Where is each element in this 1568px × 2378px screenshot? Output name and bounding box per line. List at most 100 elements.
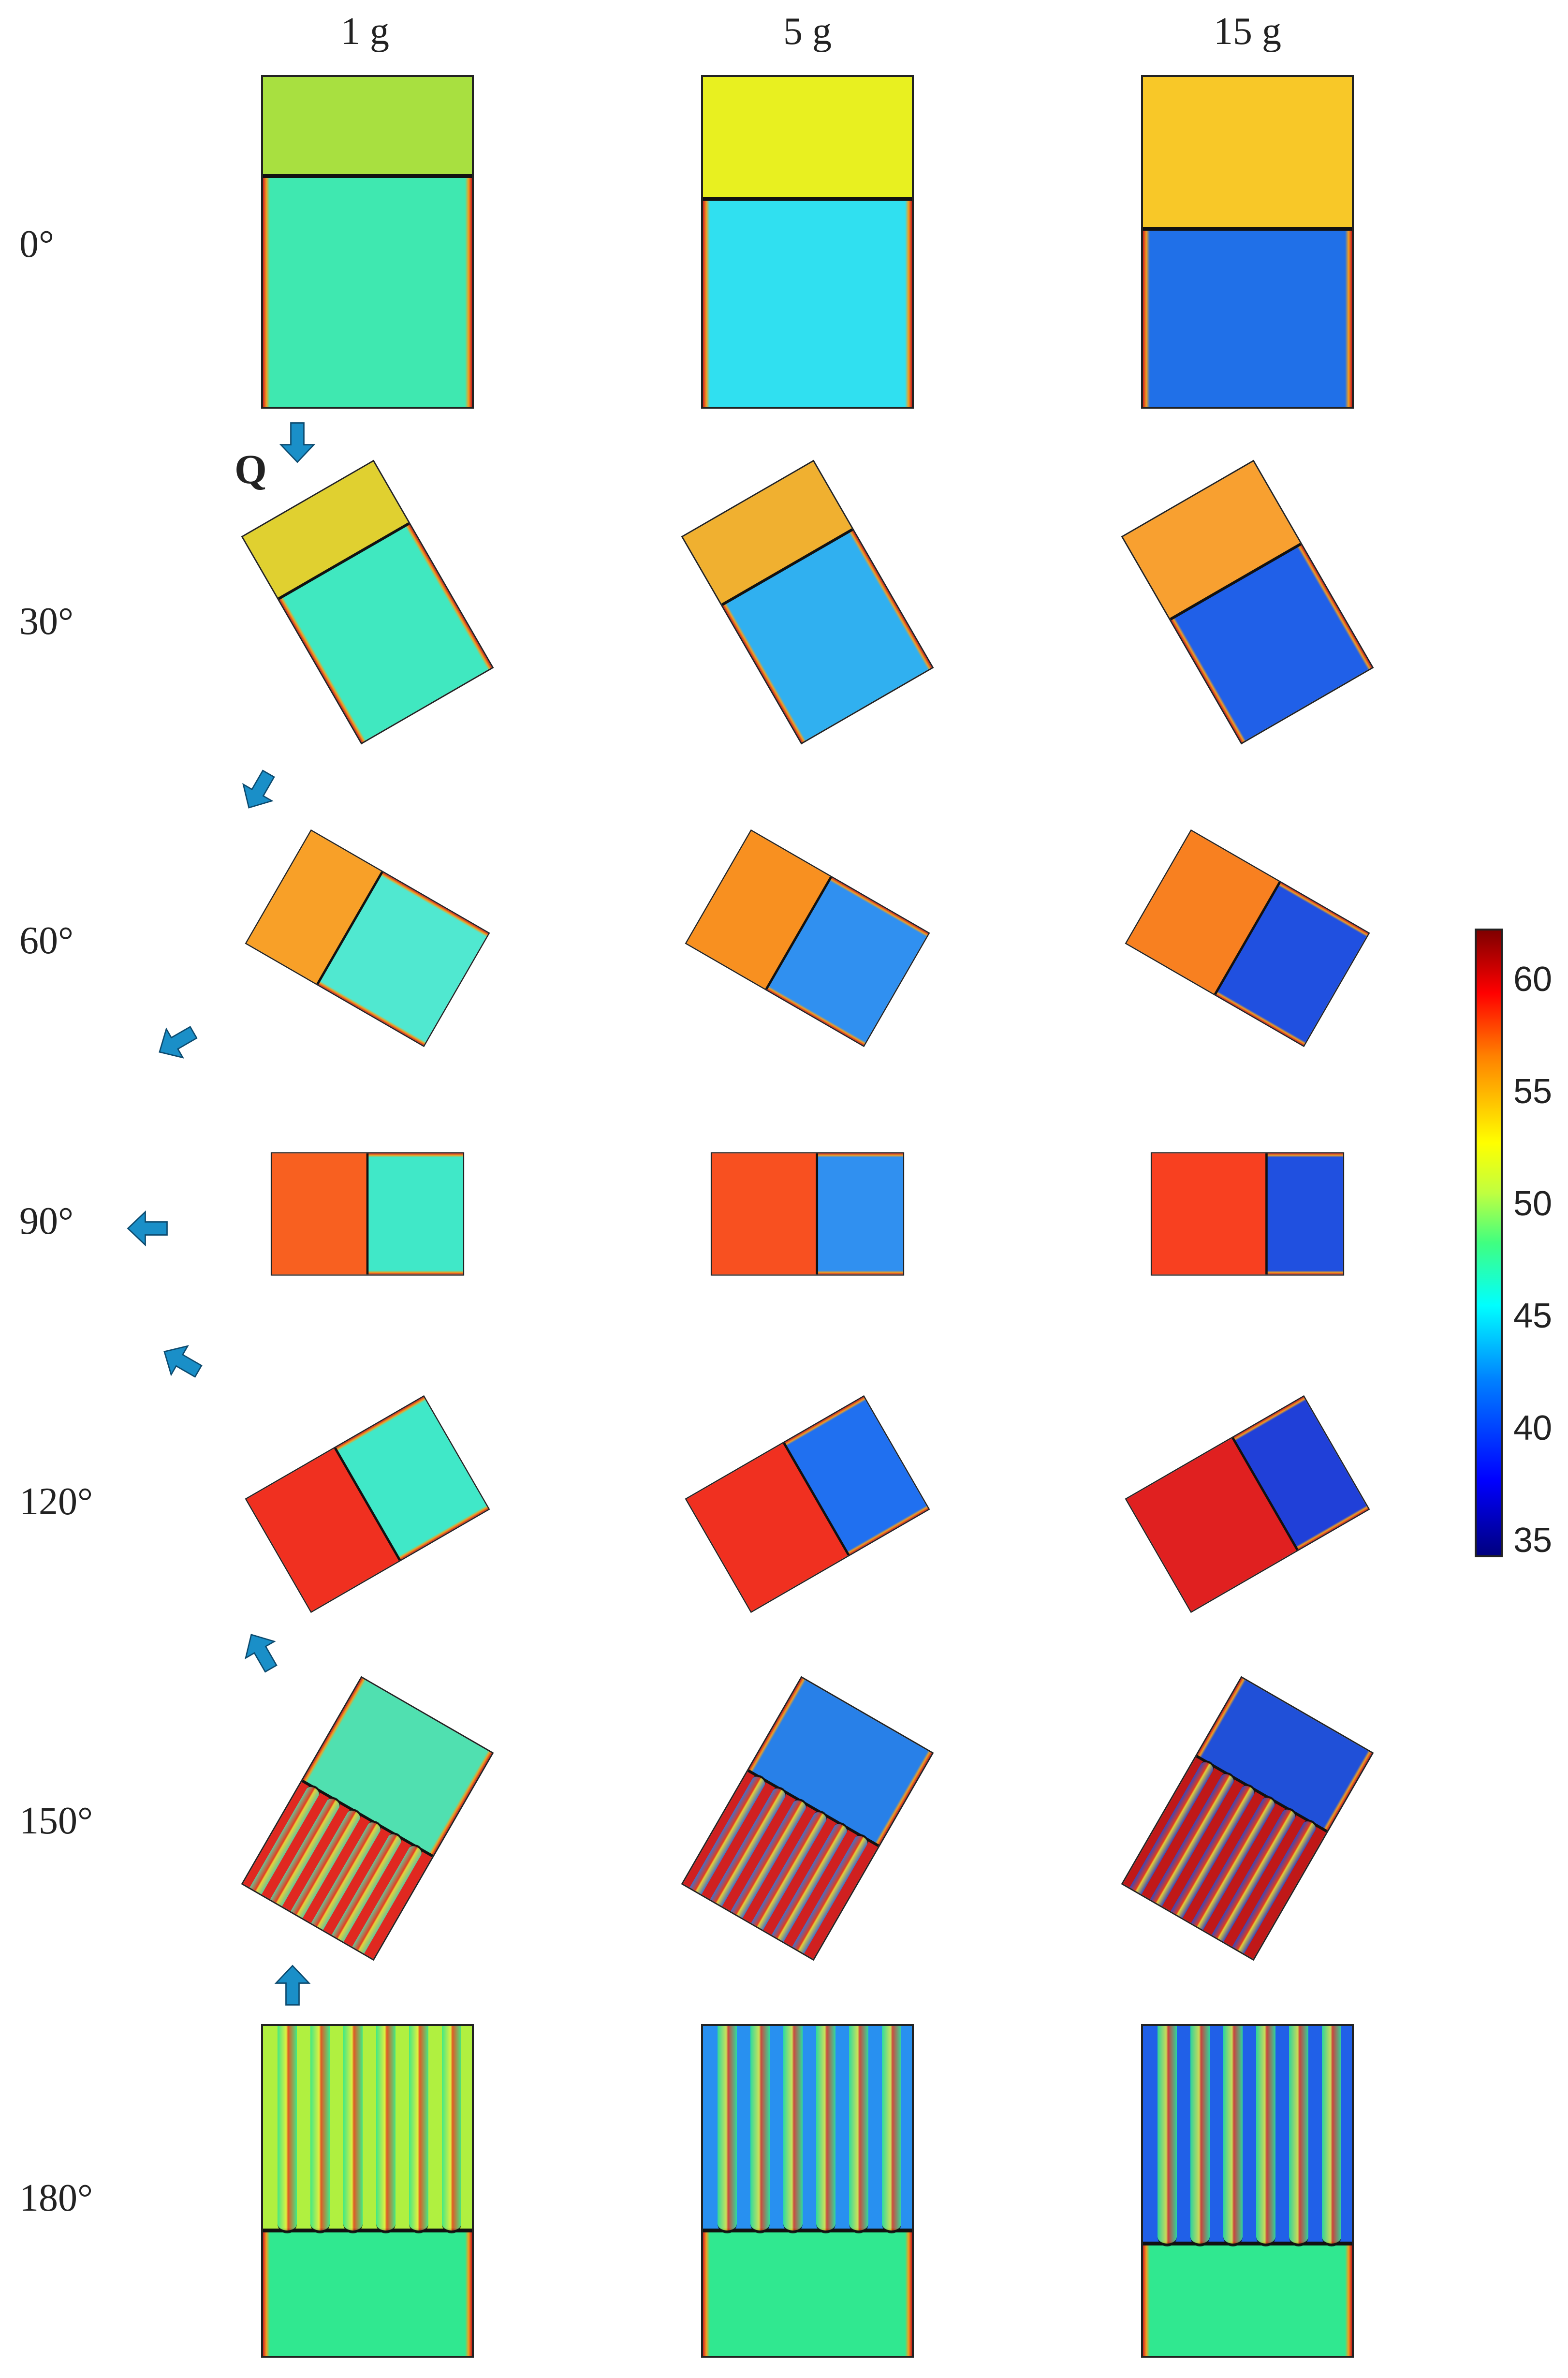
panel-180deg-15g <box>1141 2024 1354 2358</box>
colorbar-tick: 55 <box>1513 1072 1553 1111</box>
wall-strip <box>367 1153 463 1157</box>
colorbar-tick: 35 <box>1513 1521 1553 1560</box>
panel-120deg-15g <box>1125 1395 1370 1613</box>
interface-line <box>263 174 472 178</box>
panel-60deg-1g <box>245 829 490 1048</box>
temperature-field <box>241 1676 494 1961</box>
cold-region <box>703 199 912 407</box>
wall-strip <box>465 2230 472 2356</box>
temperature-field <box>261 75 474 409</box>
finger <box>278 2026 297 2233</box>
finger <box>442 2026 461 2233</box>
wall-strip <box>703 199 710 407</box>
row-label-180: 180° <box>19 2177 93 2219</box>
colorbar-tick: 40 <box>1513 1409 1553 1447</box>
panel-120deg-1g <box>245 1395 490 1613</box>
finger <box>1190 2026 1210 2247</box>
panel-90deg-5g <box>710 1152 905 1276</box>
hot-region <box>263 77 472 176</box>
column-label-15g: 15 g <box>1214 10 1281 53</box>
finger <box>310 2026 330 2233</box>
cold-region <box>263 176 472 407</box>
row-label-150: 150° <box>19 1800 93 1842</box>
finger <box>1223 2026 1243 2247</box>
wall-strip <box>905 2230 912 2356</box>
finger <box>1158 2026 1177 2247</box>
temperature-field <box>685 829 930 1048</box>
hot-region <box>703 77 912 199</box>
panel-180deg-1g <box>261 2024 474 2358</box>
wall-strip <box>263 2230 270 2356</box>
cold-region <box>263 2230 472 2356</box>
column-label-5g: 5 g <box>783 10 832 53</box>
cold-region <box>1143 2244 1352 2356</box>
row-label-60: 60° <box>19 919 73 962</box>
panel-60deg-5g <box>685 829 930 1048</box>
column-label-1g: 1 g <box>341 10 389 53</box>
wall-strip <box>817 1153 903 1157</box>
flow-rate-label: Q <box>234 446 267 492</box>
panel-30deg-5g <box>681 459 934 745</box>
finger <box>882 2026 901 2233</box>
temperature-field <box>1121 459 1374 745</box>
hot-region <box>703 2026 912 2230</box>
interface-line <box>703 2228 912 2232</box>
arrow-down-left-icon <box>159 1026 198 1059</box>
temperature-field <box>245 1395 490 1613</box>
cold-region <box>703 2230 912 2356</box>
wall-strip <box>1143 2244 1150 2356</box>
panel-90deg-15g <box>1150 1152 1345 1276</box>
colorbar-tick: 50 <box>1513 1184 1553 1223</box>
temperature-field <box>1141 75 1354 409</box>
panel-180deg-5g <box>701 2024 914 2358</box>
wall-strip <box>1143 228 1150 407</box>
interface-line <box>1143 2242 1352 2246</box>
finger <box>409 2026 428 2233</box>
temperature-field <box>1125 829 1370 1048</box>
interface-line <box>263 2228 472 2232</box>
panel-0deg-5g <box>701 75 914 409</box>
hot-region <box>272 1153 367 1275</box>
finger <box>718 2026 737 2233</box>
wall-strip <box>1345 228 1352 407</box>
interface-line <box>1143 226 1352 231</box>
finger <box>816 2026 835 2233</box>
temperature-field <box>1121 1676 1374 1961</box>
panel-150deg-5g <box>681 1676 934 1961</box>
wall-strip <box>465 176 472 407</box>
finger <box>1289 2026 1308 2247</box>
temperature-field <box>681 459 934 745</box>
row-label-90: 90° <box>19 1200 73 1242</box>
temperature-field <box>1125 1395 1370 1613</box>
arrow-up-icon <box>274 1964 311 2006</box>
row-label-30: 30° <box>19 600 73 643</box>
hot-region <box>1152 1153 1267 1275</box>
interface-line <box>1265 1153 1268 1275</box>
panel-120deg-5g <box>685 1395 930 1613</box>
finger <box>376 2026 396 2233</box>
panel-150deg-15g <box>1121 1676 1374 1961</box>
finger <box>849 2026 868 2233</box>
cold-region <box>1266 1153 1343 1275</box>
temperature-field <box>1141 2024 1354 2358</box>
row-label-120: 120° <box>19 1480 93 1523</box>
colorbar-tick: 60 <box>1513 960 1553 999</box>
wall-strip <box>703 2230 710 2356</box>
arrow-down-icon <box>279 422 316 463</box>
temperature-field <box>241 459 494 745</box>
panel-30deg-1g <box>241 459 494 745</box>
panel-0deg-15g <box>1141 75 1354 409</box>
finger <box>783 2026 803 2233</box>
wall-strip <box>817 1270 903 1275</box>
panel-30deg-15g <box>1121 459 1374 745</box>
hot-region <box>263 2026 472 2230</box>
finger <box>1322 2026 1341 2247</box>
hot-region <box>1143 2026 1352 2244</box>
temperature-field <box>685 1395 930 1613</box>
arrow-down-left-icon <box>242 769 275 809</box>
finger <box>750 2026 770 2233</box>
interface-line <box>703 197 912 201</box>
interface-line <box>816 1153 819 1275</box>
panel-150deg-1g <box>241 1676 494 1961</box>
cold-region <box>817 1153 903 1275</box>
